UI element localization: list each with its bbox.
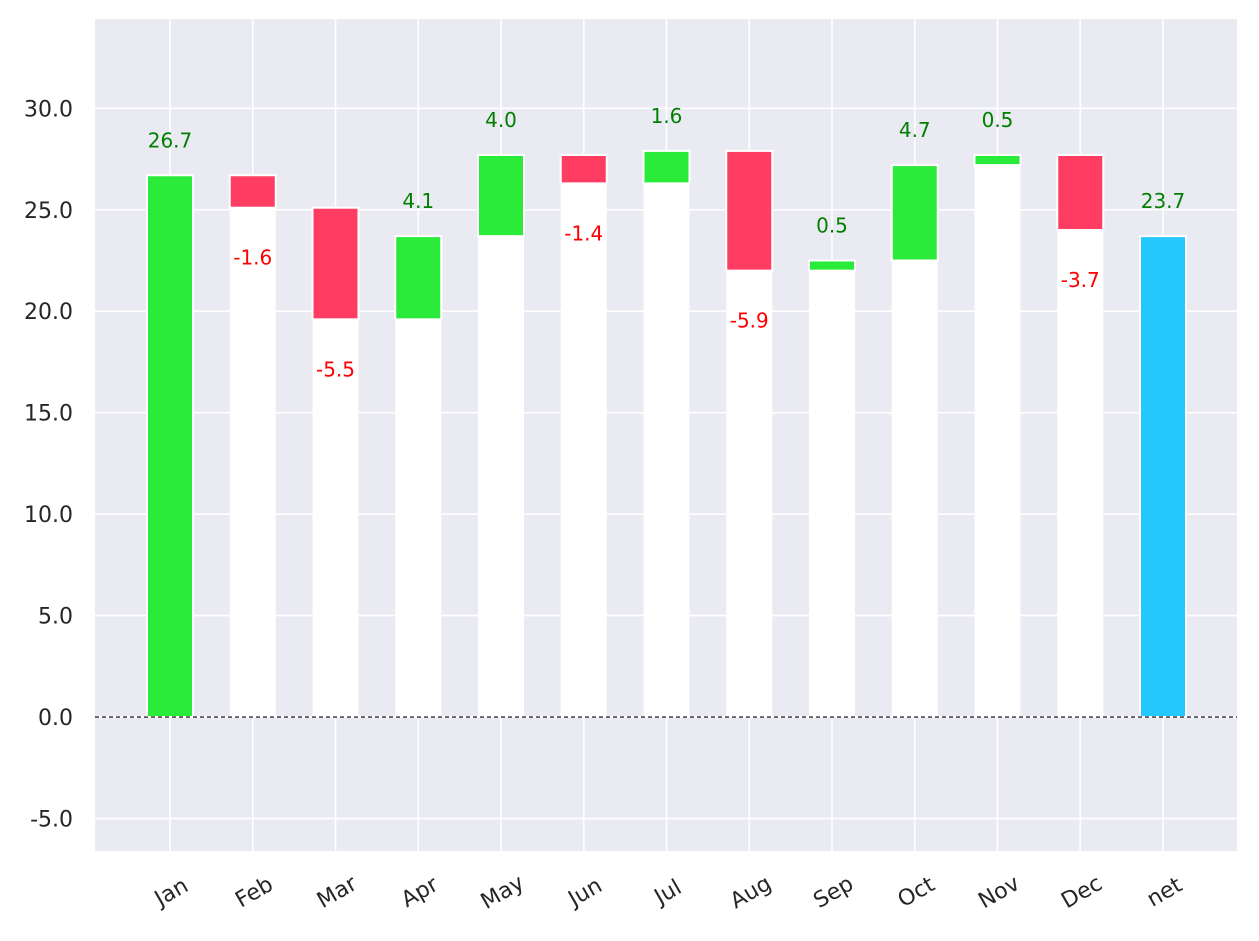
- x-axis-ticks: Jan Feb Mar Apr May Jun Jul Aug Sep Oct Nov Dec net: [149, 870, 1187, 914]
- data-label-sep: 0.5: [816, 213, 848, 237]
- data-label-net: 23.7: [1141, 189, 1186, 213]
- bar-net: [1139, 235, 1187, 719]
- bar-oct: [890, 164, 939, 262]
- bar-may: [477, 153, 525, 238]
- data-label-jun: -1.4: [564, 221, 603, 245]
- data-label-apr: 4.1: [402, 189, 434, 213]
- x-tick-label-sep: Sep: [810, 871, 858, 913]
- x-tick-label-nov: Nov: [974, 871, 1024, 914]
- y-tick-label: 15.0: [24, 402, 73, 427]
- bar-dec: [1056, 153, 1105, 232]
- data-labels: 26.7 -1.6 -5.5 4.1 4.0 -1.4 1.6 -5.9 0.5 4.7 0.5 -3…: [148, 104, 1186, 381]
- waterfall-base-bar: [974, 165, 1021, 718]
- data-label-may: 4.0: [485, 108, 517, 132]
- x-tick-label-may: May: [477, 870, 529, 914]
- y-tick-label: 0.0: [38, 706, 73, 731]
- bar-nov: [973, 153, 1022, 167]
- data-label-jan: 26.7: [148, 128, 193, 152]
- x-tick-label-feb: Feb: [231, 872, 277, 913]
- waterfall-base-bar: [560, 183, 607, 718]
- y-tick-label: 20.0: [24, 300, 73, 325]
- y-tick-label: 10.0: [24, 503, 73, 528]
- bar-jul: [642, 149, 691, 185]
- bar-apr: [394, 235, 443, 321]
- bars: [146, 149, 1187, 719]
- waterfall-base-bar: [809, 270, 855, 718]
- x-tick-label-net: net: [1143, 873, 1187, 913]
- data-label-feb: -1.6: [233, 246, 272, 270]
- data-label-nov: 0.5: [982, 108, 1014, 132]
- x-tick-label-apr: Apr: [397, 872, 443, 913]
- y-tick-label: 25.0: [24, 199, 73, 224]
- bar-mar: [311, 206, 360, 321]
- waterfall-base-bar: [1057, 230, 1104, 718]
- x-tick-label-oct: Oct: [894, 872, 940, 913]
- waterfall-base-bar: [891, 260, 938, 718]
- bar-sep: [808, 259, 856, 272]
- data-label-dec: -3.7: [1061, 268, 1100, 292]
- y-tick-label: 5.0: [38, 605, 73, 630]
- waterfall-base-bar: [312, 319, 359, 718]
- waterfall-base-bar: [478, 236, 524, 718]
- bar-jun: [559, 153, 608, 185]
- data-label-oct: 4.7: [899, 118, 931, 142]
- data-label-jul: 1.6: [651, 104, 683, 128]
- waterfall-base-bar: [229, 207, 276, 718]
- bar-aug: [725, 149, 774, 272]
- bar-feb: [228, 174, 277, 209]
- bar-jan: [146, 174, 194, 719]
- waterfall-base-bar: [726, 270, 773, 718]
- x-tick-label-jul: Jul: [649, 875, 686, 911]
- data-label-mar: -5.5: [316, 357, 355, 381]
- waterfall-base-bar: [643, 183, 690, 718]
- x-tick-label-jun: Jun: [563, 873, 607, 913]
- y-tick-label: 30.0: [24, 97, 73, 122]
- waterfall-base-bar: [395, 319, 442, 718]
- x-tick-label-aug: Aug: [726, 871, 776, 914]
- x-tick-label-dec: Dec: [1057, 871, 1106, 914]
- y-tick-label: -5.0: [30, 808, 73, 833]
- y-axis-ticks: -5.0 0.0 5.0 10.0 15.0 20.0 25.0 30.0: [24, 97, 73, 832]
- x-tick-label-jan: Jan: [149, 873, 193, 913]
- x-tick-label-mar: Mar: [313, 871, 362, 914]
- data-label-aug: -5.9: [730, 309, 769, 333]
